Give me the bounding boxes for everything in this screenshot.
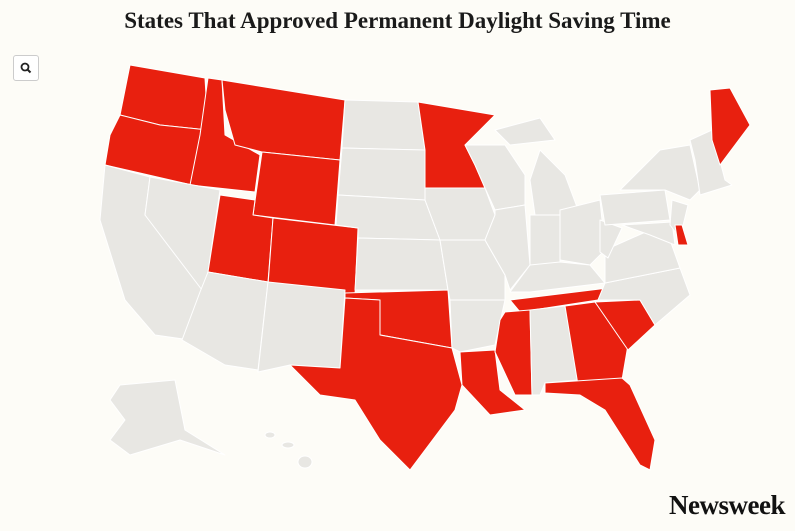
- state[interactable]: [484, 204, 531, 291]
- state[interactable]: [109, 379, 226, 456]
- zoom-button[interactable]: [13, 55, 39, 81]
- state[interactable]: [599, 189, 671, 226]
- state[interactable]: [674, 224, 689, 246]
- state[interactable]: [341, 99, 426, 151]
- state[interactable]: [709, 87, 751, 166]
- state[interactable]: [257, 281, 346, 373]
- state[interactable]: [354, 237, 449, 291]
- states: [99, 64, 751, 471]
- state[interactable]: [599, 219, 623, 259]
- map-title: States That Approved Permanent Daylight …: [124, 8, 671, 33]
- state[interactable]: [297, 455, 313, 469]
- state[interactable]: [559, 199, 606, 266]
- state[interactable]: [544, 377, 656, 471]
- state[interactable]: [604, 229, 681, 284]
- logo: Newsweek: [669, 490, 785, 520]
- state[interactable]: [281, 441, 295, 449]
- state[interactable]: [621, 221, 676, 246]
- state[interactable]: [449, 299, 506, 353]
- state[interactable]: [529, 149, 581, 216]
- state[interactable]: [494, 309, 533, 396]
- state[interactable]: [289, 297, 463, 471]
- state[interactable]: [337, 147, 426, 201]
- search-icon: [20, 62, 32, 74]
- state[interactable]: [529, 214, 561, 266]
- state[interactable]: [264, 431, 276, 439]
- state[interactable]: [252, 151, 341, 226]
- state[interactable]: [564, 301, 629, 386]
- state[interactable]: [494, 117, 556, 146]
